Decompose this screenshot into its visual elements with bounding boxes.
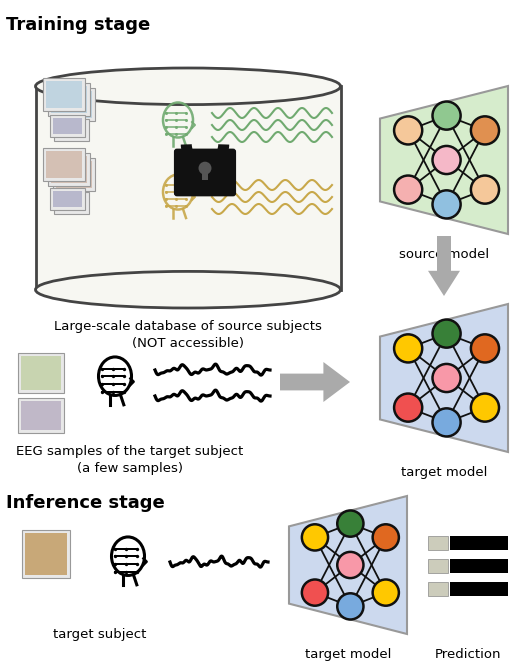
Bar [54, 192, 89, 214]
Circle shape [394, 176, 422, 204]
Circle shape [373, 580, 399, 606]
Circle shape [471, 176, 499, 204]
Bar [56, 161, 92, 188]
Bar [53, 158, 95, 191]
FancyBboxPatch shape [174, 149, 236, 196]
Bar [48, 83, 90, 116]
Circle shape [394, 334, 422, 362]
Circle shape [471, 334, 499, 362]
Bar [22, 530, 70, 578]
Bar [57, 122, 86, 138]
Bar [21, 401, 61, 430]
Bar [450, 582, 508, 596]
Circle shape [433, 146, 460, 174]
Circle shape [373, 525, 399, 551]
Circle shape [433, 364, 460, 392]
Polygon shape [289, 496, 407, 634]
Circle shape [302, 525, 328, 551]
Bar [43, 78, 85, 111]
Circle shape [433, 408, 460, 436]
Circle shape [337, 552, 363, 578]
Bar [25, 533, 67, 575]
Circle shape [394, 393, 422, 421]
Bar [428, 559, 448, 573]
Bar [53, 118, 82, 134]
Bar [54, 119, 89, 141]
Bar [450, 536, 508, 550]
Bar [53, 191, 82, 207]
Bar [428, 536, 448, 550]
Circle shape [337, 594, 363, 620]
Circle shape [394, 117, 422, 145]
Bar [35, 86, 340, 289]
Bar [46, 81, 82, 108]
Text: EEG samples of the target subject
(a few samples): EEG samples of the target subject (a few… [16, 445, 244, 475]
Text: source model: source model [399, 248, 489, 261]
Bar [51, 86, 87, 113]
Text: Prediction: Prediction [435, 648, 501, 661]
Text: target model: target model [401, 466, 487, 479]
Bar [57, 195, 86, 211]
Bar [428, 582, 448, 596]
Text: Large-scale database of source subjects
(NOT accessible): Large-scale database of source subjects … [54, 320, 322, 350]
Circle shape [198, 161, 211, 175]
Bar [202, 168, 208, 180]
Bar [18, 353, 64, 393]
Circle shape [471, 117, 499, 145]
Text: Training stage: Training stage [6, 16, 150, 34]
Polygon shape [380, 86, 508, 234]
Circle shape [433, 102, 460, 130]
Ellipse shape [35, 271, 340, 308]
Polygon shape [428, 236, 460, 296]
Circle shape [433, 320, 460, 348]
Text: target model: target model [305, 648, 391, 661]
Ellipse shape [35, 68, 340, 105]
Bar [50, 188, 85, 210]
Bar [46, 151, 82, 178]
Bar [50, 115, 85, 137]
Polygon shape [380, 304, 508, 452]
Text: Inference stage: Inference stage [6, 494, 165, 512]
Text: target subject: target subject [53, 628, 147, 641]
Bar [48, 153, 90, 186]
Bar [56, 91, 92, 118]
Circle shape [471, 393, 499, 421]
Bar [21, 356, 61, 390]
Circle shape [433, 190, 460, 218]
Bar [53, 88, 95, 121]
Bar [51, 156, 87, 183]
Bar [18, 398, 64, 433]
Bar [450, 559, 508, 573]
Circle shape [302, 580, 328, 606]
Bar [43, 148, 85, 181]
Polygon shape [280, 362, 350, 402]
Circle shape [337, 511, 363, 537]
